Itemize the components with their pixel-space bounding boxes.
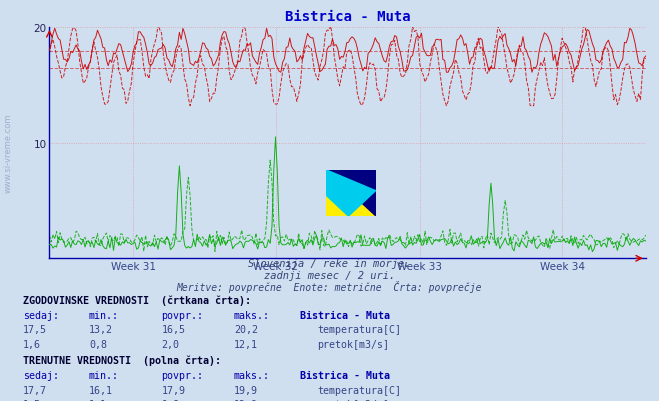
Text: Meritve: povprečne  Enote: metrične  Črta: povprečje: Meritve: povprečne Enote: metrične Črta:… <box>177 281 482 293</box>
Text: 1,5: 1,5 <box>23 399 41 401</box>
Text: povpr.:: povpr.: <box>161 370 204 380</box>
Text: 20,2: 20,2 <box>234 324 258 334</box>
Polygon shape <box>326 170 376 217</box>
Text: Slovenija / reke in morje.: Slovenija / reke in morje. <box>248 259 411 269</box>
Text: povpr.:: povpr.: <box>161 310 204 320</box>
Text: 1,8: 1,8 <box>161 399 179 401</box>
Text: 2,0: 2,0 <box>161 339 179 349</box>
Text: 1,6: 1,6 <box>23 339 41 349</box>
Text: 19,9: 19,9 <box>234 385 258 395</box>
Text: 12,9: 12,9 <box>234 399 258 401</box>
Text: 17,9: 17,9 <box>161 385 185 395</box>
Text: 13,2: 13,2 <box>89 324 113 334</box>
Text: sedaj:: sedaj: <box>23 370 59 380</box>
Text: 1,1: 1,1 <box>89 399 107 401</box>
Text: TRENUTNE VREDNOSTI  (polna črta):: TRENUTNE VREDNOSTI (polna črta): <box>23 354 221 365</box>
Polygon shape <box>326 170 376 217</box>
Text: 16,1: 16,1 <box>89 385 113 395</box>
Text: 12,1: 12,1 <box>234 339 258 349</box>
Polygon shape <box>326 170 376 217</box>
Text: temperatura[C]: temperatura[C] <box>317 324 401 334</box>
Text: pretok[m3/s]: pretok[m3/s] <box>317 399 389 401</box>
Text: 17,5: 17,5 <box>23 324 47 334</box>
Text: zadnji mesec / 2 uri.: zadnji mesec / 2 uri. <box>264 271 395 281</box>
Text: Bistrica - Muta: Bistrica - Muta <box>300 310 390 320</box>
Text: sedaj:: sedaj: <box>23 310 59 320</box>
Text: maks.:: maks.: <box>234 310 270 320</box>
Text: pretok[m3/s]: pretok[m3/s] <box>317 339 389 349</box>
Text: 16,5: 16,5 <box>161 324 185 334</box>
Text: 0,8: 0,8 <box>89 339 107 349</box>
Text: ZGODOVINSKE VREDNOSTI  (črtkana črta):: ZGODOVINSKE VREDNOSTI (črtkana črta): <box>23 294 251 305</box>
Text: www.si-vreme.com: www.si-vreme.com <box>3 113 13 192</box>
Text: min.:: min.: <box>89 310 119 320</box>
Text: temperatura[C]: temperatura[C] <box>317 385 401 395</box>
Text: Bistrica - Muta: Bistrica - Muta <box>300 370 390 380</box>
Title: Bistrica - Muta: Bistrica - Muta <box>285 10 411 24</box>
Text: maks.:: maks.: <box>234 370 270 380</box>
Text: 17,7: 17,7 <box>23 385 47 395</box>
Text: min.:: min.: <box>89 370 119 380</box>
